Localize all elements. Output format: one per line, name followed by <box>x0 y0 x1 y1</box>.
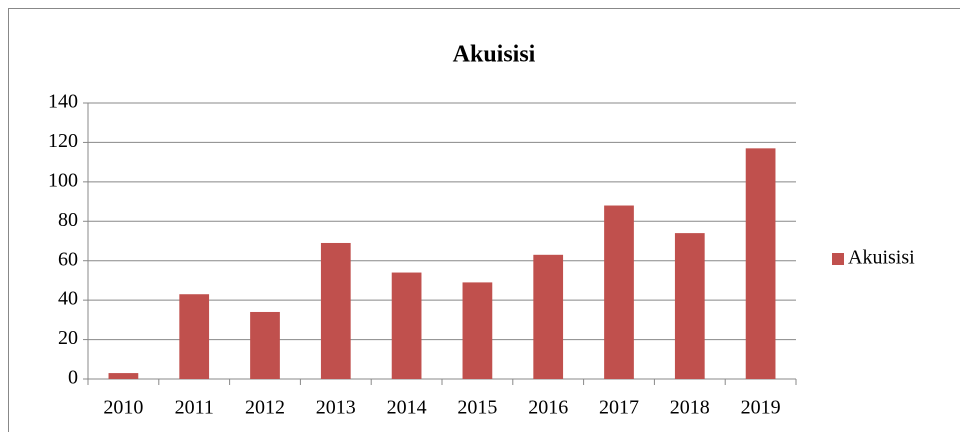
y-tick-label: 80 <box>58 209 78 231</box>
x-tick-label: 2012 <box>245 397 285 419</box>
y-tick-label: 100 <box>48 169 78 191</box>
legend-swatch <box>832 253 844 265</box>
bar <box>604 206 634 379</box>
bar <box>321 243 351 379</box>
y-tick-label: 140 <box>48 91 78 113</box>
y-tick-label: 120 <box>48 130 78 152</box>
x-tick-label: 2015 <box>457 397 497 419</box>
y-tick-label: 40 <box>58 288 78 310</box>
x-tick-label: 2016 <box>528 397 568 419</box>
bar <box>392 273 422 379</box>
bar <box>109 373 139 379</box>
x-tick-label: 2010 <box>103 397 143 419</box>
bar <box>746 148 776 379</box>
y-tick-label: 0 <box>68 367 78 389</box>
x-tick-label: 2013 <box>316 397 356 419</box>
bar <box>463 282 493 379</box>
y-tick-label: 20 <box>58 327 78 349</box>
x-tick-label: 2019 <box>741 397 781 419</box>
x-tick-label: 2017 <box>599 397 639 419</box>
legend-label: Akuisisi <box>848 247 915 269</box>
chart-title: Akuisisi <box>453 42 536 68</box>
bar <box>179 294 209 379</box>
bar <box>533 255 563 379</box>
bar <box>250 312 280 379</box>
x-tick-label: 2011 <box>175 397 214 419</box>
x-tick-label: 2018 <box>670 397 710 419</box>
y-tick-label: 60 <box>58 248 78 270</box>
x-tick-label: 2014 <box>387 397 427 419</box>
bar <box>675 233 705 379</box>
